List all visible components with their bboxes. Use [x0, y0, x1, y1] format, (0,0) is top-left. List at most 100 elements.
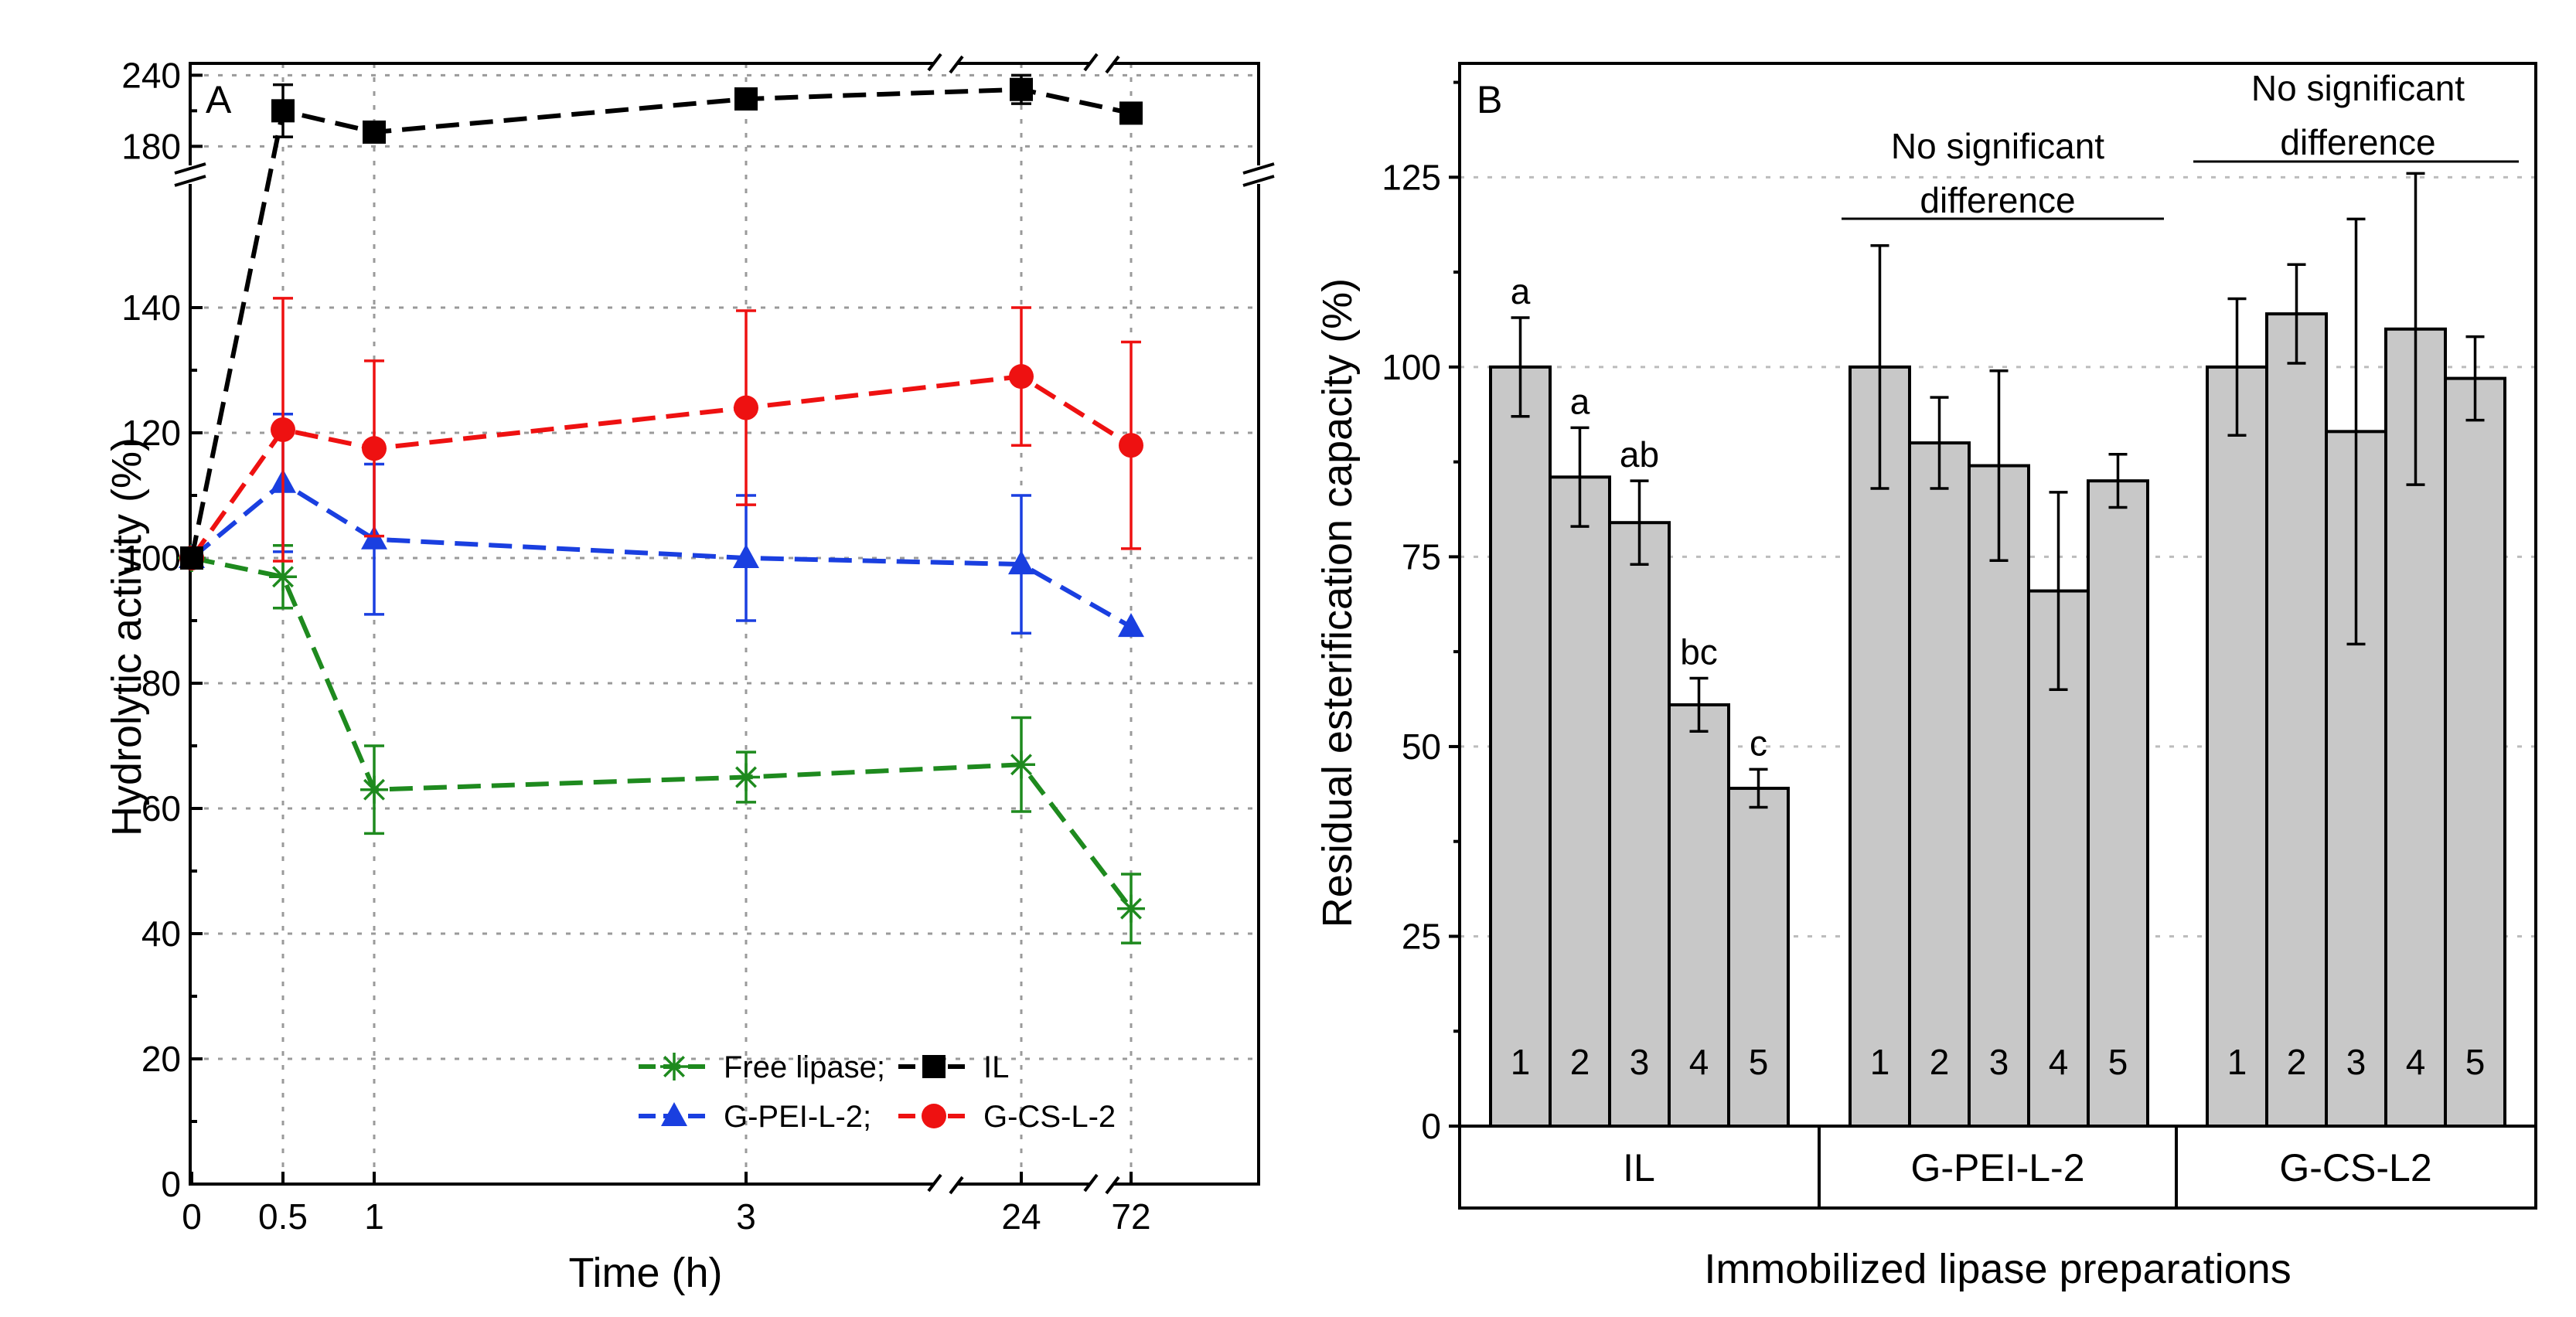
data-point — [363, 120, 386, 144]
bar — [1727, 786, 1790, 1128]
legend-label: G-PEI-L-2; — [724, 1100, 871, 1134]
data-point — [1009, 364, 1034, 390]
panel-a-x-axis-break-slash — [927, 1173, 942, 1193]
panel-a-legend: Free lipase; IL G-PEI-L-2; G-CS-L-2 — [639, 1050, 1116, 1134]
bar-number-label: 2 — [1570, 1042, 1590, 1082]
panel-a-y-tick-label: 140 — [121, 288, 181, 328]
data-point — [1119, 433, 1143, 458]
panel-a-y-tick-label: 120 — [121, 413, 181, 453]
bar — [1489, 365, 1552, 1128]
panel-a-x-axis-break-slash — [927, 53, 942, 72]
panel-a-x-axis-break — [927, 53, 964, 74]
panel-a-series-g-cs-l-2 — [179, 297, 1143, 570]
panel-a-y-axis-break-slash — [1242, 175, 1275, 187]
bar-number-label: 1 — [2227, 1042, 2247, 1082]
bar — [2206, 365, 2268, 1128]
legend-label: G-CS-L-2 — [983, 1100, 1116, 1134]
panel-a-y-tick-label: 240 — [121, 55, 181, 95]
bar-number-label: 3 — [1989, 1042, 2009, 1082]
panel-a-y-tick-label: 80 — [141, 663, 181, 703]
panel-b-frame — [1458, 62, 2537, 1210]
series-line — [191, 556, 1133, 910]
panel-b-y-tick-label: 50 — [1402, 727, 1441, 767]
panel-a-x-axis-break — [927, 1173, 964, 1195]
panel-b-x-axis-title: Immobilized lipase preparations — [1704, 1246, 2291, 1292]
data-point — [360, 775, 388, 804]
note-line: No significant — [1891, 126, 2104, 166]
panel-a-y-tick-label: 60 — [141, 788, 181, 829]
panel-a-series-free-lipase — [178, 544, 1145, 944]
panel-a-x-axis-break-slash — [1105, 55, 1120, 74]
legend-label: Free lipase; — [724, 1050, 885, 1084]
series-line — [189, 87, 1132, 559]
bar-number-label: 1 — [1511, 1042, 1531, 1082]
data-point — [180, 546, 203, 570]
panel-a-x-axis-break-slash — [949, 55, 964, 74]
panel-a-y-axis-break-slash — [174, 175, 206, 187]
bar-number-label: 5 — [1749, 1042, 1769, 1082]
panel-a-y-axis-break — [174, 162, 206, 187]
data-point — [1117, 894, 1145, 923]
bar-number-label: 4 — [2406, 1042, 2426, 1082]
panel-b-y-tick-label: 0 — [1421, 1106, 1441, 1146]
data-point-stroke — [272, 566, 294, 588]
panel-a-y-tick-label: 180 — [121, 126, 181, 166]
series-line — [190, 480, 1133, 629]
panel-b-letter: B — [1477, 78, 1502, 121]
panel-a-x-tick-label: 1 — [364, 1196, 384, 1237]
panel-a-x-axis-break — [1083, 53, 1120, 74]
panel-a-x-axis-title: Time (h) — [569, 1250, 723, 1296]
panel-b-group-label: G-CS-L2 — [2279, 1146, 2431, 1189]
legend-marker — [922, 1104, 946, 1128]
panel-a-gridlines — [190, 63, 1259, 1184]
significance-letter: a — [1511, 271, 1531, 311]
panel-a-y-tick-label: 100 — [121, 538, 181, 578]
panel-b-group-label: IL — [1623, 1146, 1655, 1189]
panel-a-x-axis-break-slash — [1083, 53, 1099, 72]
panel-a-frame — [189, 62, 1260, 1186]
panel-a-x-tick-label: 3 — [736, 1196, 756, 1237]
panel-a-y-axis-break-slash — [1242, 162, 1275, 175]
panel-a-series-g-pei-l-2 — [179, 412, 1144, 638]
legend-label: IL — [983, 1050, 1009, 1084]
bar — [1549, 475, 1611, 1128]
panel-a-x-axis-break-slash — [1105, 1176, 1120, 1195]
data-point-stroke — [1120, 897, 1142, 920]
panel-a-series-il — [180, 73, 1143, 570]
bar-number-label: 1 — [1870, 1042, 1890, 1082]
data-point — [734, 87, 758, 111]
bar-number-label: 3 — [2346, 1042, 2366, 1082]
panel-b-group-label: G-PEI-L-2 — [1910, 1146, 2084, 1189]
bar-number-label: 5 — [2465, 1042, 2486, 1082]
data-point — [1010, 77, 1033, 101]
data-point — [1119, 101, 1143, 125]
panel-a-letter: A — [206, 78, 232, 121]
data-point — [269, 563, 297, 591]
data-point — [733, 544, 759, 568]
panel-b-group-il: 1 a 2 a 3 ab 4 bc 5 c — [1489, 271, 1790, 1128]
panel-a-x-tick-label: 24 — [1001, 1196, 1041, 1237]
bar-number-label: 2 — [1930, 1042, 1950, 1082]
bar — [2087, 479, 2149, 1128]
panel-b-y-tick-label: 75 — [1402, 536, 1441, 577]
data-point — [362, 436, 387, 461]
bar-number-label: 2 — [2287, 1042, 2307, 1082]
bar — [1968, 464, 2030, 1128]
data-point — [1008, 550, 1034, 575]
panel-a-x-axis-break-slash — [1083, 1173, 1099, 1193]
legend-marker — [922, 1055, 946, 1078]
data-point — [1118, 613, 1144, 638]
legend-marker-stroke — [663, 1056, 685, 1077]
data-point-stroke — [1010, 754, 1032, 776]
note-line: difference — [1920, 180, 2075, 220]
panel-a-y-axis-break — [1242, 162, 1275, 187]
panel-b-y-tick-label: 125 — [1382, 157, 1441, 197]
panel-a-y-tick-label: 40 — [141, 914, 181, 954]
panel-b-note: No significant difference — [1842, 126, 2164, 220]
panel-a-y-tick-label: 0 — [161, 1164, 181, 1204]
significance-letter: ab — [1620, 434, 1659, 475]
